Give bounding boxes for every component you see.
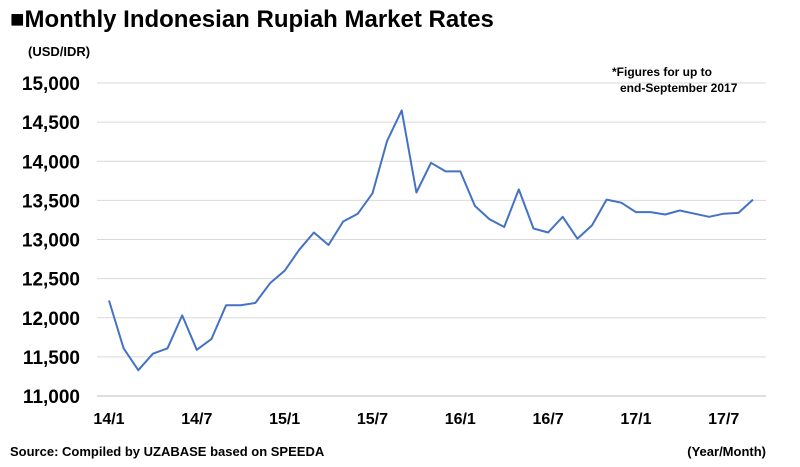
y-tick-label: 11,000 bbox=[23, 387, 80, 408]
note-line-1: *Figures for up to bbox=[612, 65, 712, 79]
y-tick-label: 12,000 bbox=[22, 309, 80, 330]
x-tick-label: 15/1 bbox=[269, 411, 300, 428]
y-axis-unit: (USD/IDR) bbox=[28, 44, 91, 59]
x-axis-ticks: 14/1 14/7 15/1 15/7 16/1 16/7 17/1 17/7 bbox=[93, 411, 739, 428]
series-group bbox=[108, 109, 754, 372]
y-tick-label: 14,000 bbox=[22, 152, 80, 173]
y-tick-label: 14,500 bbox=[22, 113, 80, 134]
series-line bbox=[108, 109, 754, 372]
x-tick-label: 14/1 bbox=[93, 411, 124, 428]
y-tick-label: 13,500 bbox=[22, 191, 80, 212]
y-tick-label: 12,500 bbox=[22, 270, 80, 291]
y-tick-label: 11,500 bbox=[23, 348, 80, 369]
y-tick-label: 13,000 bbox=[22, 231, 80, 252]
source-note: Source: Compiled by UZABASE based on SPE… bbox=[10, 444, 325, 459]
x-tick-label: 17/7 bbox=[708, 411, 739, 428]
chart-title: ■Monthly Indonesian Rupiah Market Rates bbox=[10, 6, 494, 33]
x-tick-label: 17/1 bbox=[620, 411, 651, 428]
x-tick-label: 16/7 bbox=[533, 411, 564, 428]
note-line-2: end-September 2017 bbox=[620, 81, 738, 95]
x-axis-unit: (Year/Month) bbox=[687, 444, 766, 459]
chart-note: *Figures for up to end-September 2017 bbox=[612, 64, 737, 96]
y-tick-label: 15,000 bbox=[22, 74, 80, 95]
x-tick-label: 16/1 bbox=[445, 411, 476, 428]
y-axis-ticks: 15,000 14,500 14,000 13,500 13,000 12,500 12,0… bbox=[22, 74, 80, 408]
x-tick-label: 14/7 bbox=[181, 411, 212, 428]
x-tick-label: 15/7 bbox=[357, 411, 388, 428]
